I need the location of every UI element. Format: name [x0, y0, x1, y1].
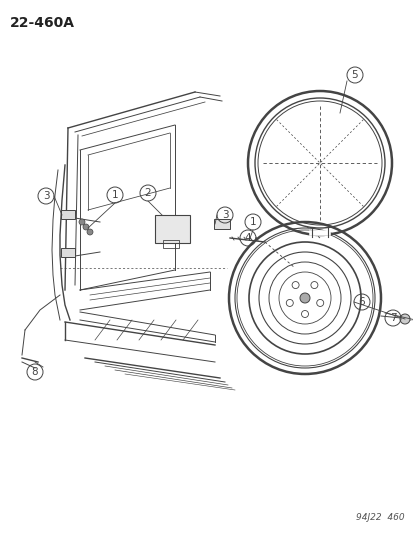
Circle shape [286, 300, 292, 306]
Text: 22-460A: 22-460A [10, 16, 75, 30]
Text: 94J22  460: 94J22 460 [356, 513, 404, 522]
Text: 3: 3 [221, 210, 228, 220]
Circle shape [316, 300, 323, 306]
Circle shape [310, 281, 317, 288]
Text: 6: 6 [358, 297, 364, 307]
Text: 7: 7 [389, 313, 395, 323]
Text: 1: 1 [249, 217, 256, 227]
Circle shape [399, 314, 409, 324]
Circle shape [87, 229, 93, 235]
Text: 4: 4 [244, 233, 251, 243]
Text: 5: 5 [351, 70, 357, 80]
Circle shape [299, 293, 309, 303]
Text: 1: 1 [112, 190, 118, 200]
Circle shape [301, 311, 308, 318]
Text: 8: 8 [32, 367, 38, 377]
Circle shape [79, 219, 85, 225]
FancyBboxPatch shape [154, 215, 190, 243]
Text: 2: 2 [144, 188, 151, 198]
Circle shape [292, 281, 298, 288]
FancyBboxPatch shape [61, 248, 75, 257]
Circle shape [83, 224, 89, 230]
FancyBboxPatch shape [214, 219, 230, 229]
FancyBboxPatch shape [61, 210, 75, 219]
Text: 3: 3 [43, 191, 49, 201]
